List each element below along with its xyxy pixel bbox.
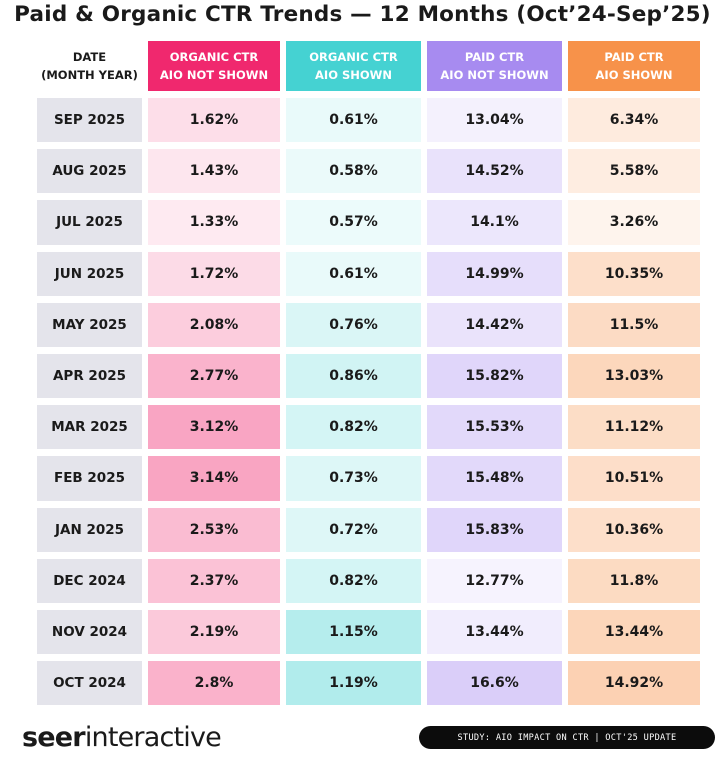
cell-paid-ctr-aio-not-shown: 13.44% bbox=[427, 609, 562, 655]
cell-paid-ctr-aio-not-shown: 14.99% bbox=[427, 251, 562, 296]
cell-paid-ctr-aio-not-shown: 14.42% bbox=[427, 302, 562, 347]
study-badge: STUDY: AIO IMPACT ON CTR | OCT'25 UPDATE bbox=[419, 726, 715, 749]
cell-paid-ctr-aio-shown: 5.58% bbox=[568, 149, 700, 194]
cell-paid-ctr-aio-not-shown: 15.83% bbox=[427, 507, 562, 552]
cell-organic-ctr-aio-shown: 0.58% bbox=[286, 149, 421, 194]
cell-organic-ctr-aio-shown: 0.86% bbox=[286, 353, 421, 399]
cell-organic-ctr-aio-not-shown: 2.19% bbox=[148, 609, 280, 655]
cell-paid-ctr-aio-shown: 3.26% bbox=[568, 200, 700, 245]
row-month-label: JUN 2025 bbox=[37, 251, 142, 296]
cell-organic-ctr-aio-not-shown: 1.43% bbox=[148, 149, 280, 194]
row-month-label: SEP 2025 bbox=[37, 98, 142, 143]
row-month-label: NOV 2024 bbox=[37, 609, 142, 655]
cell-paid-ctr-aio-not-shown: 15.82% bbox=[427, 353, 562, 399]
cell-organic-ctr-aio-not-shown: 1.72% bbox=[148, 251, 280, 296]
cell-paid-ctr-aio-shown: 11.12% bbox=[568, 405, 700, 450]
row-month-label: DEC 2024 bbox=[37, 558, 142, 603]
cell-paid-ctr-aio-not-shown: 15.53% bbox=[427, 405, 562, 450]
header-paid-ctr-aio-shown: PAID CTR AIO SHOWN bbox=[568, 41, 700, 91]
cell-organic-ctr-aio-not-shown: 2.08% bbox=[148, 302, 280, 347]
cell-organic-ctr-aio-not-shown: 1.62% bbox=[148, 98, 280, 143]
cell-paid-ctr-aio-shown: 6.34% bbox=[568, 98, 700, 143]
cell-paid-ctr-aio-shown: 10.36% bbox=[568, 507, 700, 552]
header-organic-ctr-aio-not-shown: ORGANIC CTR AIO NOT SHOWN bbox=[148, 41, 280, 91]
cell-organic-ctr-aio-shown: 0.61% bbox=[286, 98, 421, 143]
cell-organic-ctr-aio-shown: 0.82% bbox=[286, 558, 421, 603]
row-month-label: OCT 2024 bbox=[37, 661, 142, 706]
cell-organic-ctr-aio-shown: 0.82% bbox=[286, 405, 421, 450]
cell-organic-ctr-aio-shown: 0.73% bbox=[286, 456, 421, 501]
cell-paid-ctr-aio-not-shown: 16.6% bbox=[427, 661, 562, 706]
cell-paid-ctr-aio-shown: 10.51% bbox=[568, 456, 700, 501]
cell-organic-ctr-aio-not-shown: 1.33% bbox=[148, 200, 280, 245]
cell-paid-ctr-aio-not-shown: 15.48% bbox=[427, 456, 562, 501]
cell-organic-ctr-aio-shown: 1.19% bbox=[286, 661, 421, 706]
cell-organic-ctr-aio-not-shown: 3.12% bbox=[148, 405, 280, 450]
cell-organic-ctr-aio-not-shown: 2.8% bbox=[148, 661, 280, 706]
logo-seer: seer bbox=[22, 722, 86, 753]
cell-paid-ctr-aio-shown: 11.8% bbox=[568, 558, 700, 603]
cell-paid-ctr-aio-shown: 13.44% bbox=[568, 609, 700, 655]
row-month-label: MAR 2025 bbox=[37, 405, 142, 450]
header-paid-ctr-aio-not-shown: PAID CTR AIO NOT SHOWN bbox=[427, 41, 562, 91]
cell-paid-ctr-aio-shown: 13.03% bbox=[568, 353, 700, 399]
cell-paid-ctr-aio-shown: 14.92% bbox=[568, 661, 700, 706]
row-month-label: FEB 2025 bbox=[37, 456, 142, 501]
cell-paid-ctr-aio-shown: 10.35% bbox=[568, 251, 700, 296]
row-month-label: JAN 2025 bbox=[37, 507, 142, 552]
cell-paid-ctr-aio-not-shown: 14.1% bbox=[427, 200, 562, 245]
cell-organic-ctr-aio-shown: 0.76% bbox=[286, 302, 421, 347]
row-month-label: JUL 2025 bbox=[37, 200, 142, 245]
cell-paid-ctr-aio-shown: 11.5% bbox=[568, 302, 700, 347]
cell-organic-ctr-aio-shown: 1.15% bbox=[286, 609, 421, 655]
cell-organic-ctr-aio-shown: 0.72% bbox=[286, 507, 421, 552]
cell-organic-ctr-aio-not-shown: 2.37% bbox=[148, 558, 280, 603]
cell-organic-ctr-aio-not-shown: 3.14% bbox=[148, 456, 280, 501]
cell-paid-ctr-aio-not-shown: 12.77% bbox=[427, 558, 562, 603]
cell-organic-ctr-aio-shown: 0.61% bbox=[286, 251, 421, 296]
cell-organic-ctr-aio-shown: 0.57% bbox=[286, 200, 421, 245]
ctr-heatmap-table: DATE (MONTH YEAR) ORGANIC CTR AIO NOT SHO… bbox=[37, 41, 700, 706]
seer-interactive-logo: seerinteractive bbox=[22, 721, 222, 755]
header-organic-ctr-aio-shown: ORGANIC CTR AIO SHOWN bbox=[286, 41, 421, 91]
row-month-label: MAY 2025 bbox=[37, 302, 142, 347]
row-month-label: AUG 2025 bbox=[37, 149, 142, 194]
cell-paid-ctr-aio-not-shown: 13.04% bbox=[427, 98, 562, 143]
header-date: DATE (MONTH YEAR) bbox=[41, 50, 138, 82]
row-month-label: APR 2025 bbox=[37, 353, 142, 399]
logo-interactive: interactive bbox=[84, 722, 222, 753]
cell-organic-ctr-aio-not-shown: 2.77% bbox=[148, 353, 280, 399]
chart-title: Paid & Organic CTR Trends — 12 Months (O… bbox=[14, 2, 711, 27]
cell-organic-ctr-aio-not-shown: 2.53% bbox=[148, 507, 280, 552]
cell-paid-ctr-aio-not-shown: 14.52% bbox=[427, 149, 562, 194]
